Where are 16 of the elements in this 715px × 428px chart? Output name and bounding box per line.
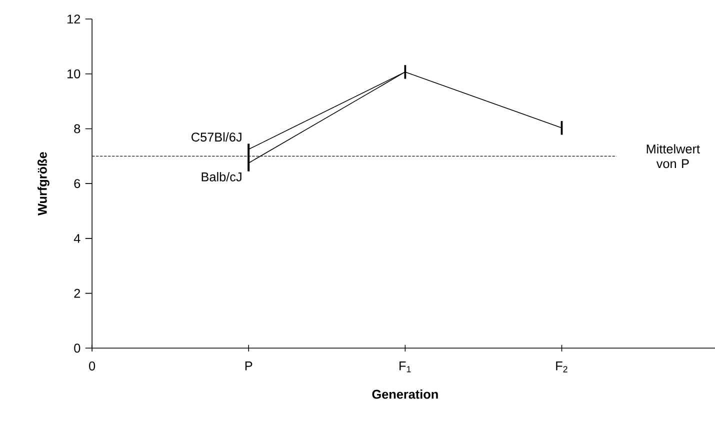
y-tick-label: 2 <box>74 288 80 298</box>
x-tick-label: F$_{1}$ <box>400 361 411 372</box>
x-tick-label: P <box>245 361 252 370</box>
series-label: C57Bl/6J <box>192 132 242 142</box>
y-tick-label: 12 <box>68 14 80 24</box>
ref-line-label: Mittelwert von P <box>646 144 700 168</box>
x-tick-label: 0 <box>89 361 96 370</box>
y-tick-label: 8 <box>74 124 80 134</box>
x-axis-title: Generation <box>372 389 438 399</box>
y-tick-label: 6 <box>74 179 80 188</box>
y-axis-title: Wurfgröße <box>38 152 50 216</box>
series-label: Balb/cJ <box>202 172 242 182</box>
y-tick-label: 4 <box>74 234 80 243</box>
x-tick-label: F$_{2}$ <box>556 361 568 372</box>
y-tick-label: 0 <box>74 344 80 353</box>
y-tick-label: 10 <box>68 69 80 78</box>
